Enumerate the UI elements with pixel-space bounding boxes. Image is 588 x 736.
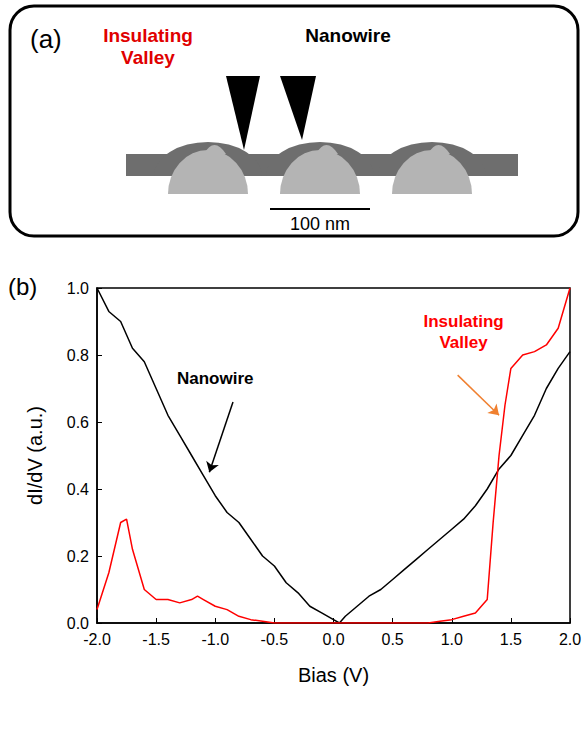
svg-text:Valley: Valley bbox=[439, 333, 488, 352]
svg-text:Insulating: Insulating bbox=[423, 312, 503, 331]
svg-text:0.0: 0.0 bbox=[322, 631, 344, 648]
svg-text:Nanowire: Nanowire bbox=[177, 369, 254, 388]
svg-text:0.0: 0.0 bbox=[67, 615, 89, 632]
svg-text:Bias (V): Bias (V) bbox=[298, 664, 369, 686]
svg-text:1.0: 1.0 bbox=[441, 631, 463, 648]
svg-text:0.8: 0.8 bbox=[67, 347, 89, 364]
svg-text:Insulating: Insulating bbox=[103, 25, 193, 46]
svg-text:1.5: 1.5 bbox=[500, 631, 522, 648]
svg-text:(a): (a) bbox=[30, 24, 62, 54]
svg-text:(b): (b) bbox=[8, 273, 37, 300]
svg-text:0.6: 0.6 bbox=[67, 414, 89, 431]
svg-text:0.2: 0.2 bbox=[67, 548, 89, 565]
svg-text:Nanowire: Nanowire bbox=[305, 25, 391, 46]
svg-text:-2.0: -2.0 bbox=[83, 631, 111, 648]
svg-text:0.4: 0.4 bbox=[67, 481, 89, 498]
svg-text:-1.5: -1.5 bbox=[142, 631, 170, 648]
svg-text:Valley: Valley bbox=[121, 47, 175, 68]
svg-text:100 nm: 100 nm bbox=[290, 214, 350, 234]
svg-text:-0.5: -0.5 bbox=[261, 631, 289, 648]
svg-text:-1.0: -1.0 bbox=[201, 631, 229, 648]
svg-text:dI/dV (a.u.): dI/dV (a.u.) bbox=[24, 406, 46, 505]
svg-text:1.0: 1.0 bbox=[67, 280, 89, 297]
svg-text:2.0: 2.0 bbox=[559, 631, 581, 648]
svg-text:0.5: 0.5 bbox=[382, 631, 404, 648]
